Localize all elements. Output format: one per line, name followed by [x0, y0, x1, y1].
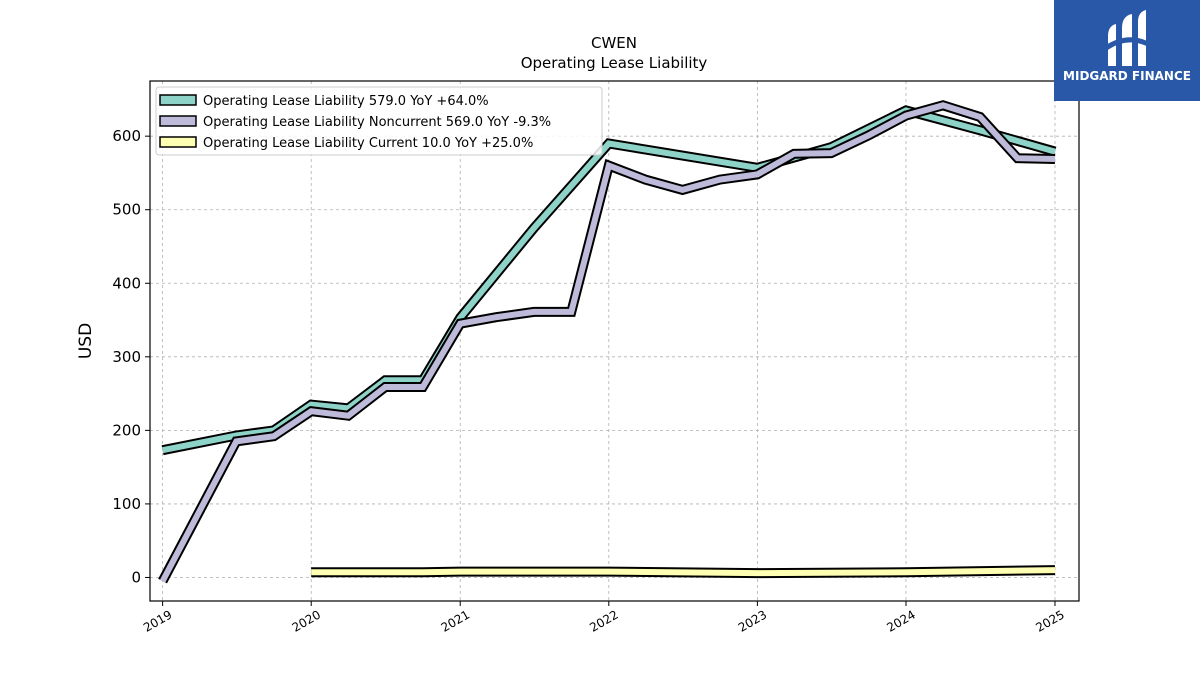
- series-line-1: [161, 105, 1057, 456]
- x-tick-label: 2021: [439, 607, 472, 634]
- legend-swatch: [159, 136, 197, 148]
- legend-entry: Operating Lease Liability 579.0 YoY +64.…: [203, 94, 489, 109]
- legend-entry: Operating Lease Liability Noncurrent 569…: [203, 115, 551, 130]
- brand-name: MIDGARD FINANCE: [1063, 69, 1191, 83]
- series-line-2: [158, 100, 1056, 584]
- x-tick-label: 2025: [1033, 607, 1066, 634]
- y-tick-label: 0: [131, 568, 141, 586]
- y-tick-label: 200: [112, 421, 141, 439]
- y-tick-label: 300: [112, 348, 141, 366]
- legend-swatch: [159, 115, 197, 127]
- grid-lines: [150, 81, 1079, 601]
- chart-subtitle: Operating Lease Liability: [521, 54, 708, 72]
- y-tick-label: 500: [112, 201, 141, 219]
- midgard-logo-icon: [1104, 10, 1150, 66]
- chart-title: CWEN: [591, 34, 637, 52]
- y-tick-label: 400: [112, 274, 141, 292]
- y-tick-label: 100: [112, 495, 141, 513]
- x-tick-label: 2020: [290, 607, 323, 634]
- y-axis-label: USD: [76, 323, 96, 359]
- legend: Operating Lease Liability 579.0 YoY +64.…: [155, 86, 603, 156]
- x-tick-label: 2022: [587, 607, 620, 634]
- series-stroke: [162, 107, 1056, 454]
- x-tick-label: 2023: [736, 607, 769, 634]
- series-line-3: [311, 565, 1056, 579]
- legend-swatch: [159, 94, 197, 106]
- brand-logo: MIDGARD FINANCE: [1054, 0, 1200, 101]
- series-layer: [158, 100, 1057, 584]
- x-tick-label: 2024: [884, 607, 917, 634]
- legend-entry: Operating Lease Liability Current 10.0 Y…: [203, 136, 533, 151]
- series-stroke: [159, 102, 1056, 583]
- axes: 0 100 200 300 400 500 600 2019 2020 2021 2022 2023 2…: [112, 127, 1067, 635]
- y-tick-label: 600: [112, 127, 141, 145]
- plot-area-frame: [149, 80, 1080, 602]
- x-tick-label: 2019: [141, 607, 174, 634]
- legend-box: [155, 86, 603, 156]
- series-stroke: [311, 567, 1056, 577]
